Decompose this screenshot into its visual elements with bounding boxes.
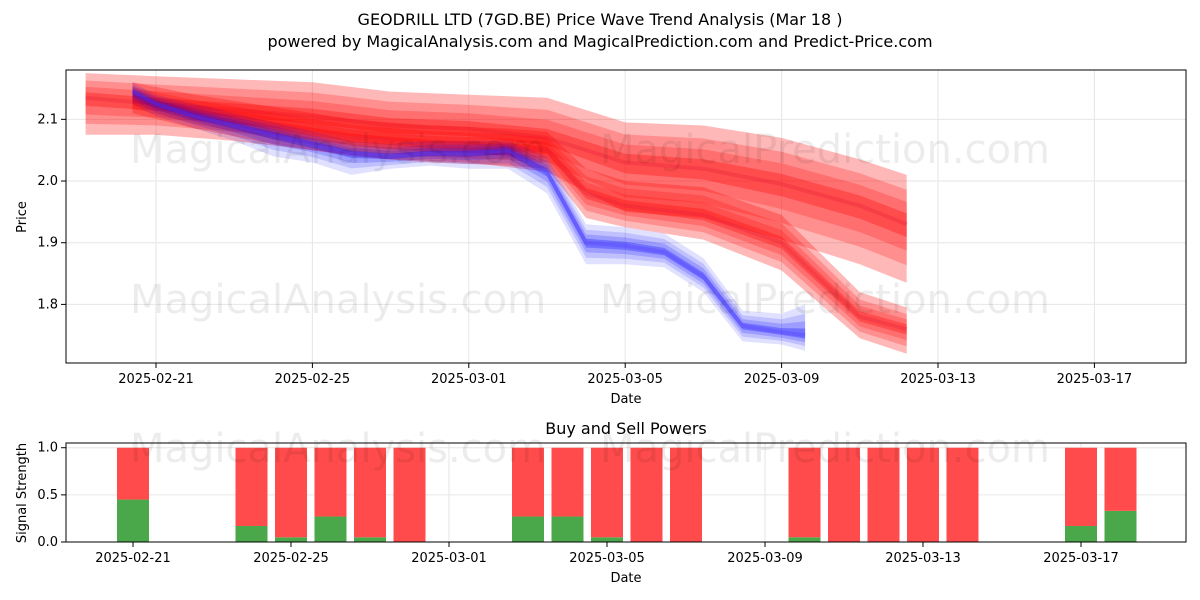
buy-power-bar <box>591 537 623 542</box>
price-band-blue <box>132 85 806 346</box>
price-center-line <box>85 95 908 227</box>
signal-x-tick-label: 2025-03-01 <box>411 551 487 566</box>
sell-power-bar <box>788 447 821 538</box>
signal-x-tick-label: 2025-03-17 <box>1043 551 1119 566</box>
buy-power-bar <box>512 516 544 542</box>
signal-x-tick-label: 2025-02-21 <box>95 551 171 566</box>
price-band-red <box>85 73 907 283</box>
sell-power-bar <box>354 447 386 538</box>
price-band-red <box>85 92 907 238</box>
price-band-red <box>132 94 907 335</box>
buy-power-bar <box>275 537 307 542</box>
price-y-ticks: 1.8 1.9 2.0 2.1 <box>37 112 66 312</box>
price-band-red <box>132 87 907 347</box>
signal-x-tick-label: 2025-03-05 <box>569 551 645 566</box>
chart-subtitle: powered by MagicalAnalysis.com and Magic… <box>267 32 932 51</box>
sell-power-bar <box>670 447 702 542</box>
price-x-tick-label: 2025-02-25 <box>275 372 351 387</box>
watermark: MagicalAnalysis.com <box>130 426 546 472</box>
buy-power-bar <box>788 537 821 542</box>
sell-power-bar <box>1104 447 1137 511</box>
price-band-red <box>85 86 907 251</box>
buy-power-bar <box>1065 525 1097 542</box>
price-y-tick-label: 2.0 <box>37 174 58 189</box>
price-x-tick-label: 2025-03-09 <box>744 372 820 387</box>
sell-power-bar <box>591 447 623 538</box>
sell-power-bar <box>867 447 900 542</box>
sell-power-bar <box>235 447 268 526</box>
price-x-tick-label: 2025-03-13 <box>900 372 976 387</box>
price-grid <box>66 70 1186 363</box>
signal-bars <box>117 447 1137 542</box>
sell-power-bar <box>393 447 426 542</box>
watermark: MagicalPrediction.com <box>600 127 1050 173</box>
price-center-line <box>132 95 908 332</box>
chart-title: GEODRILL LTD (7GD.BE) Price Wave Trend A… <box>358 10 843 29</box>
price-x-ticks: 2025-02-21 2025-02-25 2025-03-01 2025-03-05… <box>118 363 1132 387</box>
sell-power-bar <box>117 447 149 500</box>
watermark: MagicalPrediction.com <box>600 277 1050 323</box>
price-axes-frame <box>65 69 1187 364</box>
signal-x-tick-label: 2025-02-25 <box>253 551 329 566</box>
buy-power-bar <box>314 516 347 542</box>
buy-power-bar <box>354 537 386 542</box>
signal-x-tick-label: 2025-03-13 <box>885 551 961 566</box>
buy-power-bar <box>551 516 584 542</box>
signal-title: Buy and Sell Powers <box>545 419 707 438</box>
sell-power-bar <box>907 447 939 542</box>
price-y-label: Price <box>15 201 30 233</box>
signal-y-tick-label: 0.5 <box>37 488 58 503</box>
buy-power-bar <box>117 499 149 542</box>
price-bands <box>85 73 908 354</box>
price-band-red <box>85 80 907 266</box>
signal-panel: Buy and Sell Powers MagicalAnalysis.com … <box>15 419 1187 586</box>
price-band-red <box>132 82 907 354</box>
price-y-tick-label: 2.1 <box>37 112 58 127</box>
signal-y-tick-label: 1.0 <box>37 441 58 456</box>
signal-y-ticks: 0.0 0.5 1.0 <box>37 441 66 550</box>
sell-power-bar <box>314 447 347 517</box>
sell-power-bar <box>551 447 584 517</box>
price-x-tick-label: 2025-03-17 <box>1057 372 1133 387</box>
signal-x-label: Date <box>610 571 641 586</box>
sell-power-bar <box>275 447 307 538</box>
signal-x-tick-label: 2025-03-09 <box>727 551 803 566</box>
price-panel: MagicalAnalysis.com MagicalPrediction.co… <box>15 69 1187 407</box>
price-x-label: Date <box>610 392 641 407</box>
sell-power-bar <box>1065 447 1097 526</box>
price-x-tick-label: 2025-03-01 <box>431 372 507 387</box>
price-band-blue <box>132 82 806 351</box>
signal-axes-frame <box>65 442 1187 543</box>
price-x-tick-label: 2025-03-05 <box>587 372 663 387</box>
signal-y-tick-label: 0.0 <box>37 535 58 550</box>
signal-x-ticks: 2025-02-21 2025-02-25 2025-03-01 2025-03-05… <box>95 542 1119 566</box>
price-y-tick-label: 1.9 <box>37 236 58 251</box>
buy-power-bar <box>235 525 268 542</box>
sell-power-bar <box>512 447 544 517</box>
sell-power-bar <box>946 447 979 542</box>
watermark: MagicalPrediction.com <box>600 426 1050 472</box>
watermark: MagicalAnalysis.com <box>130 277 546 323</box>
watermark: MagicalAnalysis.com <box>130 127 546 173</box>
sell-power-bar <box>828 447 860 542</box>
price-y-tick-label: 1.8 <box>37 297 58 312</box>
price-band-red <box>132 90 907 341</box>
signal-y-label: Signal Strength <box>15 443 30 543</box>
price-x-tick-label: 2025-02-21 <box>118 372 194 387</box>
price-center-line <box>131 89 806 338</box>
sell-power-bar <box>630 447 663 542</box>
price-band-blue <box>132 87 806 343</box>
buy-power-bar <box>1104 510 1137 542</box>
